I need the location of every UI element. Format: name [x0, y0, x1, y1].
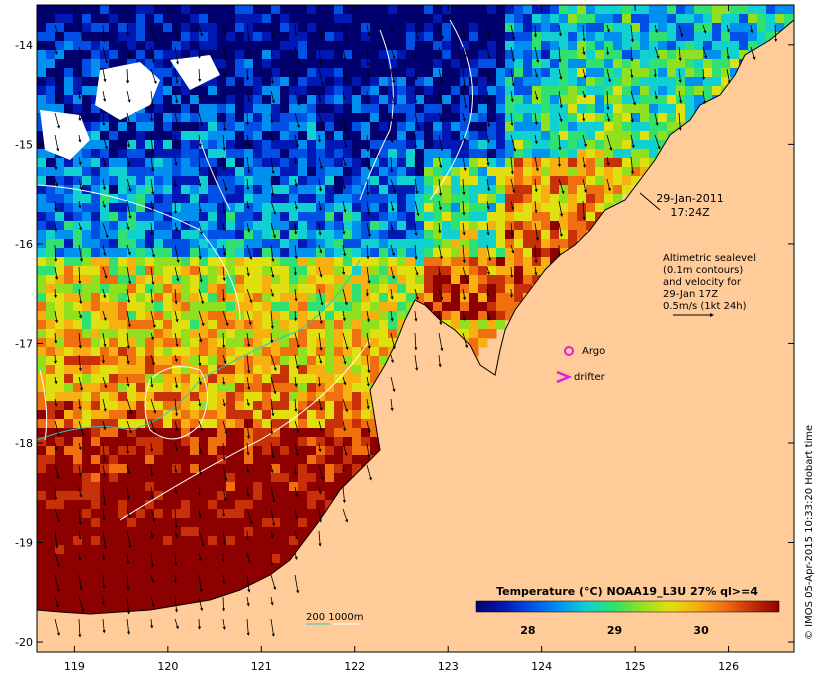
axes: 119 120 121 122 123 124 125 126 -14 -15 -16 -17 -18 -…: [15, 5, 794, 673]
cloud-mask-patches: [40, 55, 220, 160]
altimetry-line-4: 29-Jan 17Z: [663, 289, 718, 300]
velocity-arrows: [53, 24, 778, 638]
lat-tick-label: -14: [15, 39, 33, 52]
lon-tick-label: 124: [531, 660, 552, 673]
colorbar-tick-label: 29: [607, 624, 622, 637]
colorbar-title: Temperature (°C) NOAA19_L3U 27% ql>=4: [496, 585, 758, 598]
isobath-legend-label: 200 1000m: [306, 612, 363, 623]
lon-tick-label: 125: [625, 660, 646, 673]
altimetry-line-2: (0.1m contours): [663, 265, 743, 276]
colorbar-tick-label: 30: [693, 624, 709, 637]
datetime-line2: 17:24Z: [670, 206, 710, 219]
lat-tick-label: -20: [15, 636, 33, 649]
altimetry-legend: Altimetric sealevel (0.1m contours) and …: [663, 253, 756, 317]
colorbar: Temperature (°C) NOAA19_L3U 27% ql>=4 28…: [475, 585, 780, 637]
altimetry-line-3: and velocity for: [663, 277, 742, 288]
lat-tick-label: -17: [15, 337, 33, 350]
argo-marker: [564, 346, 574, 356]
lat-tick-label: -15: [15, 138, 33, 151]
colorbar-ticks: 28 29 30: [520, 624, 709, 637]
lat-tick-label: -19: [15, 537, 33, 550]
lon-tick-label: 122: [344, 660, 365, 673]
altimetry-line-5: 0.5m/s (1kt 24h): [663, 301, 747, 312]
drifter-marker: [556, 370, 573, 384]
lon-tick-label: 119: [64, 660, 85, 673]
credit-text: © IMOS 05-Apr-2015 10:33:20 Hobart time: [804, 425, 815, 640]
lon-tick-label: 123: [438, 660, 459, 673]
datetime-pointer: [639, 192, 661, 211]
lat-tick-label: -16: [15, 238, 33, 251]
argo-label: Argo: [582, 346, 605, 357]
colorbar-ramp: [475, 600, 780, 613]
lon-tick-label: 126: [718, 660, 739, 673]
altimetry-line-1: Altimetric sealevel: [663, 253, 756, 264]
datetime-line1: 29-Jan-2011: [656, 192, 724, 205]
colorbar-tick-label: 28: [520, 624, 535, 637]
lat-tick-label: -18: [15, 437, 33, 450]
plot-frame: [36, 4, 795, 653]
drifter-label: drifter: [574, 372, 606, 383]
lon-tick-label: 121: [251, 660, 272, 673]
lon-tick-label: 120: [157, 660, 178, 673]
